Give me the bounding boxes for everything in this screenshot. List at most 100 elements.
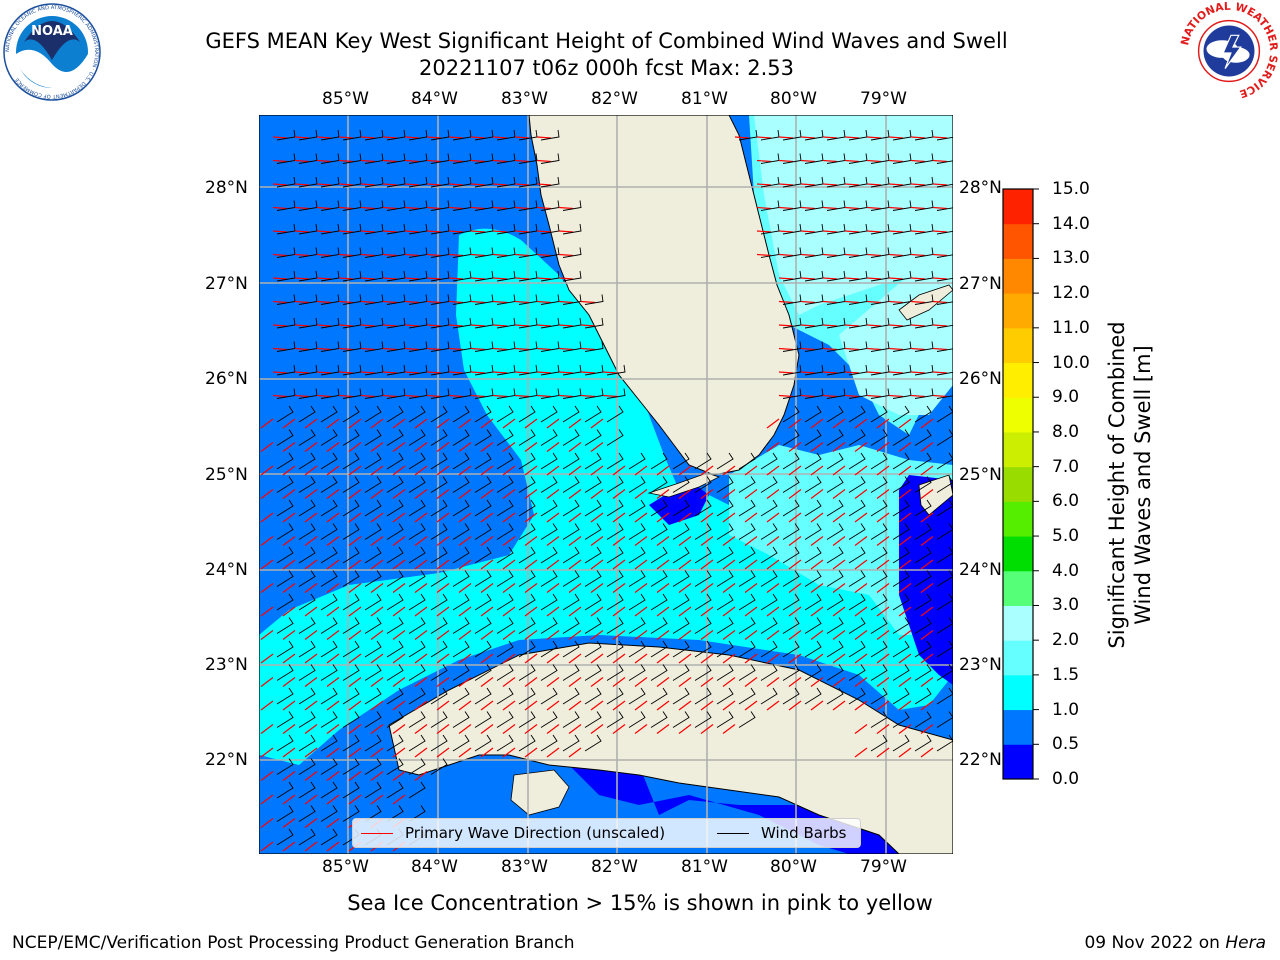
wave-direction-arrow	[888, 277, 904, 280]
wind-barb	[936, 617, 953, 634]
lat-label-right: 24°N	[959, 560, 1002, 580]
wave-direction-arrow	[546, 747, 560, 758]
wind-barb	[364, 593, 382, 611]
wave-direction-arrow	[612, 724, 626, 734]
wind-barb	[474, 711, 492, 728]
wave-direction-arrow	[590, 583, 604, 593]
wave-direction-arrow	[700, 583, 714, 593]
wind-barb	[474, 617, 492, 634]
wave-direction-arrow	[458, 583, 472, 593]
wave-direction-arrow	[778, 394, 794, 398]
wave-direction-arrow	[492, 324, 508, 327]
wave-direction-arrow	[558, 394, 574, 398]
wave-direction-arrow	[832, 489, 846, 499]
wave-direction-arrow	[392, 747, 406, 758]
wind-barb	[738, 593, 756, 611]
wave-direction-arrow	[370, 536, 384, 546]
wave-direction-arrow	[524, 606, 538, 617]
wave-direction-arrow	[436, 583, 450, 593]
wave-direction-arrow	[480, 700, 494, 711]
wave-direction-arrow	[766, 465, 780, 476]
wave-direction-arrow	[260, 536, 274, 546]
wind-barb	[408, 405, 426, 423]
wave-direction-arrow	[326, 465, 340, 476]
wind-barb	[584, 499, 602, 517]
wind-barb	[606, 388, 626, 399]
wave-direction-arrow	[370, 418, 384, 429]
wave-direction-arrow	[458, 724, 472, 734]
wave-direction-arrow	[744, 489, 758, 499]
wave-direction-arrow	[414, 465, 428, 476]
wave-direction-arrow	[426, 136, 442, 139]
wave-direction-arrow	[722, 583, 736, 593]
wave-direction-arrow	[382, 253, 398, 257]
wind-barb	[914, 452, 932, 470]
wave-direction-arrow	[766, 653, 780, 664]
wind-barb	[848, 593, 866, 611]
wind-barb	[628, 711, 646, 728]
wave-direction-arrow	[832, 677, 846, 687]
wind-barb	[782, 405, 800, 423]
wave-direction-arrow	[546, 442, 560, 452]
wind-barb	[474, 734, 492, 752]
wave-direction-arrow	[370, 489, 384, 499]
wind-barb	[298, 828, 316, 846]
wind-barb	[804, 499, 822, 517]
wave-direction-arrow	[436, 630, 450, 640]
wave-direction-arrow	[436, 536, 450, 546]
wind-barb	[760, 687, 778, 705]
wave-direction-arrow	[866, 300, 882, 304]
wind-barb	[650, 664, 668, 681]
wave-direction-arrow	[568, 559, 582, 570]
wave-direction-arrow	[536, 347, 552, 351]
wave-direction-arrow	[360, 394, 376, 398]
wave-direction-arrow	[678, 536, 692, 546]
wind-barb	[584, 452, 602, 470]
wind-barb	[386, 734, 404, 752]
wave-direction-arrow	[282, 724, 296, 734]
wave-direction-arrow	[514, 183, 530, 186]
wave-direction-arrow	[404, 394, 420, 398]
wind-barb	[694, 593, 712, 611]
wind-barb	[892, 452, 910, 470]
wave-direction-arrow	[514, 159, 530, 163]
wave-direction-arrow	[436, 489, 450, 499]
wind-barb	[518, 593, 536, 611]
wind-barb	[870, 452, 888, 470]
wind-barb	[870, 593, 888, 611]
wind-barb	[518, 499, 536, 517]
nws-logo: NATIONAL WEATHER SERVICE	[1180, 2, 1278, 100]
wave-band-2-3m	[754, 115, 953, 315]
wind-barb	[650, 476, 668, 493]
wind-barb	[650, 523, 668, 540]
wave-direction-arrow	[766, 442, 780, 452]
wave-direction-arrow	[294, 300, 310, 304]
wind-barb	[606, 429, 624, 446]
wind-barb	[870, 476, 888, 493]
wind-barb	[408, 758, 426, 775]
colorbar-segment	[1003, 258, 1033, 294]
wave-direction-arrow	[788, 465, 802, 476]
wind-barb	[276, 499, 294, 517]
wind-barb	[518, 570, 536, 587]
wave-direction-arrow	[536, 253, 552, 257]
wave-direction-arrow	[304, 583, 318, 593]
wave-direction-arrow	[920, 724, 934, 734]
wave-direction-arrow	[436, 442, 450, 452]
wind-barb	[738, 546, 756, 564]
wave-direction-arrow	[304, 771, 318, 781]
wind-barb	[738, 617, 756, 634]
wind-barb	[518, 546, 536, 564]
wind-barb	[386, 687, 404, 705]
wave-direction-arrow	[304, 677, 318, 687]
wave-direction-arrow	[458, 630, 472, 640]
wave-direction-arrow	[876, 465, 890, 476]
wave-direction-arrow	[568, 724, 582, 734]
wave-direction-arrow	[360, 183, 376, 186]
wind-barb	[672, 499, 690, 517]
wave-direction-arrow	[844, 347, 860, 351]
wind-barb	[342, 546, 360, 564]
wave-direction-arrow	[800, 183, 816, 186]
wind-barb	[540, 640, 558, 658]
wave-direction-arrow	[524, 536, 538, 546]
